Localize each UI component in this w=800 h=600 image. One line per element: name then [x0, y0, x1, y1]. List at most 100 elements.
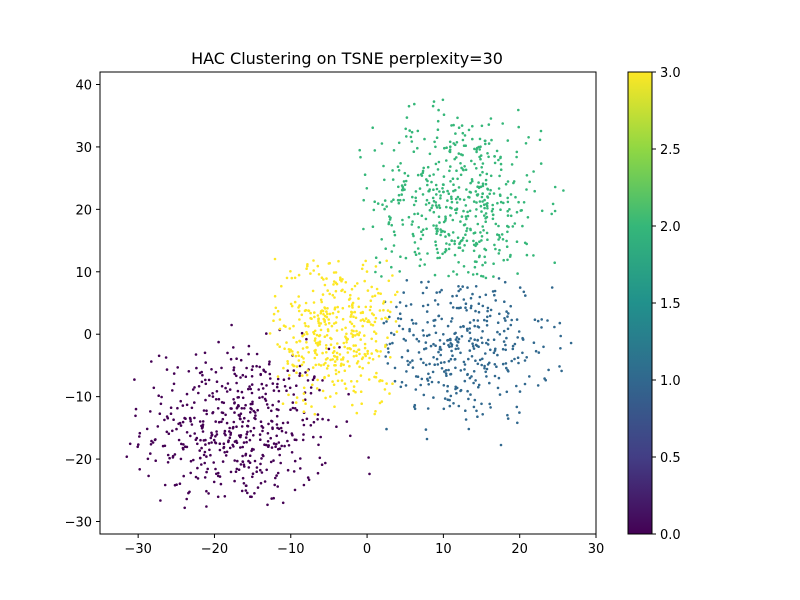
scatter-point [436, 119, 440, 123]
scatter-point [438, 290, 442, 294]
scatter-point [465, 217, 468, 221]
scatter-point [401, 218, 404, 222]
scatter-point [378, 309, 382, 312]
scatter-point [349, 293, 352, 297]
scatter-point [493, 289, 497, 293]
scatter-point [471, 342, 474, 346]
scatter-point [511, 347, 515, 351]
scatter-point [432, 342, 435, 346]
scatter-point [422, 334, 426, 337]
scatter-point [269, 377, 272, 380]
scatter-point [553, 261, 556, 265]
scatter-point [467, 357, 470, 361]
scatter-point [270, 419, 273, 423]
scatter-point [498, 174, 501, 178]
scatter-point [560, 369, 563, 373]
scatter-point [477, 385, 480, 389]
scatter-point [304, 301, 308, 305]
scatter-point [347, 392, 350, 396]
scatter-point [539, 162, 543, 165]
scatter-point [404, 339, 408, 342]
scatter-point [214, 370, 218, 374]
scatter-point [384, 355, 388, 358]
scatter-point [459, 288, 462, 291]
scatter-point [336, 379, 340, 383]
scatter-point [446, 189, 449, 193]
scatter-point [181, 420, 185, 424]
scatter-point [220, 401, 224, 404]
scatter-point [427, 280, 430, 284]
scatter-point [160, 395, 163, 399]
scatter-point [168, 456, 171, 460]
scatter-point [487, 142, 491, 145]
scatter-point [484, 178, 488, 182]
scatter-point [471, 273, 475, 276]
scatter-point [438, 345, 442, 349]
scatter-point [411, 366, 415, 369]
scatter-point [319, 298, 323, 302]
scatter-point [459, 325, 462, 329]
scatter-point [389, 216, 392, 220]
scatter-point [297, 273, 301, 277]
scatter-point [468, 376, 472, 380]
scatter-point [491, 207, 495, 211]
scatter-point [221, 411, 225, 415]
scatter-point [350, 380, 353, 383]
scatter-point [461, 285, 465, 288]
scatter-point [276, 426, 279, 430]
scatter-point [499, 443, 503, 447]
scatter-point [497, 158, 500, 162]
scatter-point [342, 341, 346, 345]
scatter-point [193, 386, 196, 389]
scatter-point [413, 407, 417, 411]
scatter-point [373, 330, 376, 334]
scatter-point [251, 365, 255, 368]
scatter-point [416, 146, 419, 150]
scatter-point [463, 165, 466, 168]
scatter-point [301, 374, 304, 377]
scatter-point [297, 309, 301, 313]
scatter-point [428, 152, 432, 156]
scatter-point [306, 346, 309, 349]
scatter-point [550, 286, 554, 289]
x-tick-label: −10 [277, 542, 304, 557]
scatter-point [402, 198, 406, 202]
scatter-point [307, 309, 310, 312]
scatter-point [378, 401, 382, 405]
scatter-point [355, 350, 358, 354]
scatter-point [419, 357, 423, 361]
scatter-point [506, 139, 510, 142]
scatter-point [501, 347, 505, 351]
scatter-point [239, 446, 242, 449]
scatter-point [493, 349, 497, 352]
scatter-point [354, 344, 358, 347]
scatter-point [314, 337, 317, 340]
scatter-point [397, 201, 401, 205]
scatter-point [346, 347, 350, 350]
scatter-point [304, 402, 307, 406]
scatter-point [330, 337, 333, 341]
scatter-point [537, 351, 541, 354]
scatter-point [190, 423, 194, 426]
scatter-point [247, 419, 250, 423]
scatter-point [358, 148, 362, 152]
scatter-point [255, 364, 258, 368]
scatter-point [291, 350, 294, 353]
scatter-point [134, 407, 138, 411]
scatter-point [301, 418, 305, 422]
scatter-point [390, 250, 394, 253]
scatter-point [485, 341, 488, 345]
scatter-point [437, 108, 440, 112]
scatter-point [431, 196, 435, 200]
scatter-point [298, 339, 301, 343]
colorbar-tick-label: 2.0 [660, 220, 681, 235]
scatter-point [264, 399, 268, 402]
scatter-point [464, 215, 468, 218]
scatter-point [453, 242, 457, 246]
scatter-point [324, 344, 328, 347]
scatter-point [551, 202, 555, 206]
scatter-point [314, 341, 318, 345]
scatter-point [471, 137, 474, 141]
scatter-point [232, 366, 236, 369]
scatter-point [288, 386, 292, 390]
